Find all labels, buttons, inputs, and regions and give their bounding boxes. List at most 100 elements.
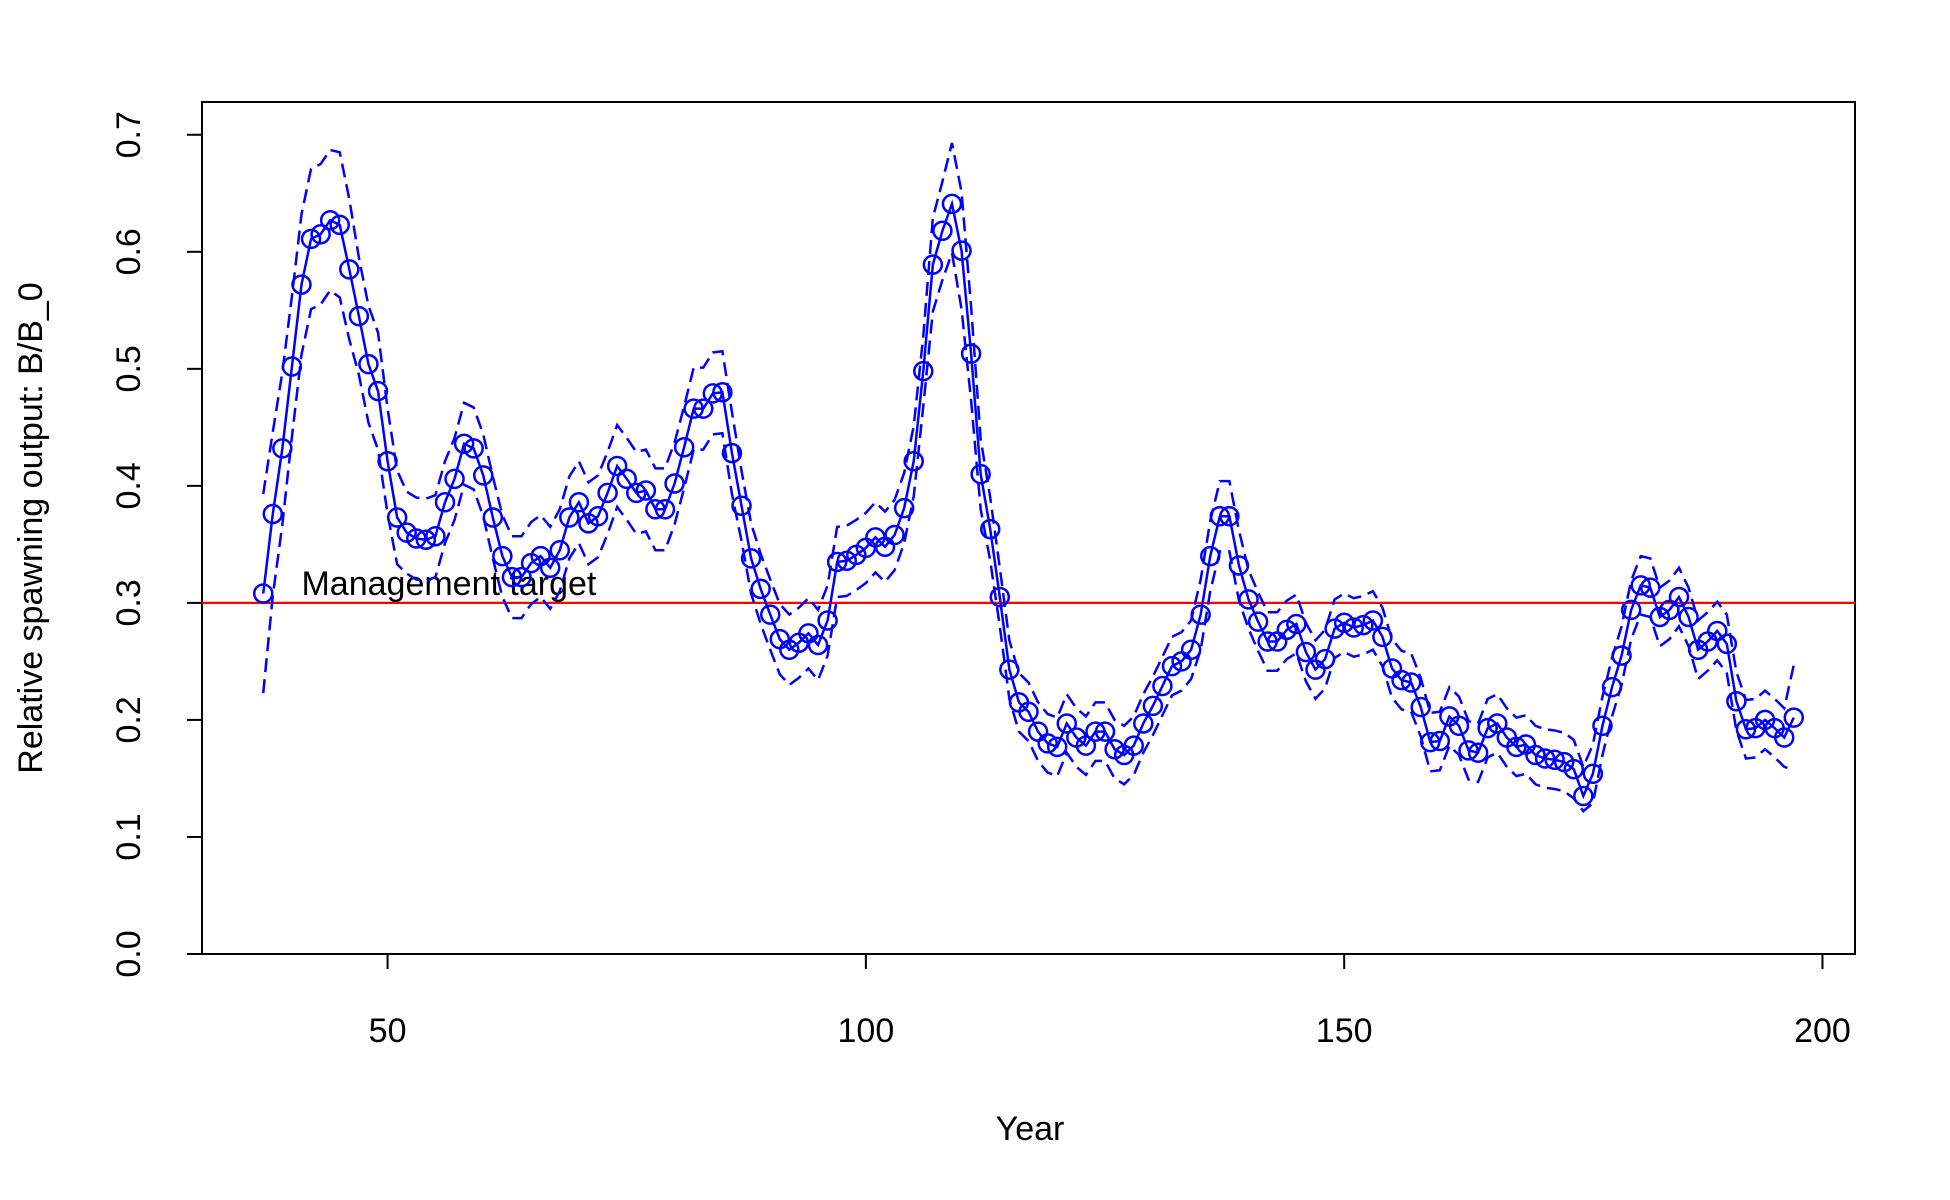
point (970, 463, 991, 485)
point (1582, 763, 1604, 785)
point (252, 583, 274, 604)
reference-label: Management target (301, 565, 596, 603)
point (1362, 610, 1384, 631)
x-tick-label: 100 (838, 1012, 895, 1050)
point (1046, 736, 1068, 758)
y-tick-label: 0.2 (110, 696, 148, 743)
point (310, 223, 331, 245)
x-tick-label: 50 (369, 1012, 407, 1050)
point (472, 465, 494, 486)
point (893, 497, 915, 519)
point (1429, 730, 1451, 752)
point (932, 220, 953, 241)
point (645, 499, 666, 520)
point (559, 507, 580, 528)
x-tick-label: 150 (1316, 1012, 1373, 1050)
point (358, 353, 379, 375)
point (434, 492, 456, 513)
point (1506, 736, 1527, 758)
point (1678, 606, 1699, 628)
point (1620, 599, 1642, 621)
point (979, 518, 1001, 540)
point (482, 507, 504, 528)
point (1448, 715, 1470, 737)
point (1659, 599, 1680, 621)
point (1735, 719, 1757, 740)
point (759, 604, 781, 625)
confidence-line (261, 142, 1795, 771)
point (1534, 748, 1556, 769)
point (1353, 614, 1374, 636)
point (1783, 707, 1805, 728)
point (702, 383, 724, 404)
point (1773, 727, 1795, 748)
y-tick-label: 0.6 (110, 228, 148, 275)
point (1486, 713, 1508, 734)
point (941, 193, 963, 215)
point (951, 240, 972, 261)
point (501, 566, 523, 588)
point (654, 499, 676, 520)
point (1343, 617, 1364, 638)
point (597, 482, 618, 504)
point (807, 634, 829, 656)
point (960, 343, 982, 364)
point (721, 442, 743, 464)
point (1037, 733, 1058, 754)
point (683, 398, 704, 419)
plot-box (201, 101, 1856, 955)
y-tick-label: 0.0 (110, 930, 148, 977)
point (731, 495, 752, 517)
point (635, 480, 657, 501)
point (568, 492, 590, 513)
point (1219, 506, 1240, 527)
point (1716, 633, 1738, 655)
point (750, 578, 771, 600)
y-tick-label: 0.7 (110, 111, 148, 158)
point (319, 209, 341, 231)
point (884, 524, 905, 546)
point (817, 610, 838, 631)
point (1563, 758, 1585, 780)
point (1333, 612, 1355, 634)
point (444, 468, 465, 490)
y-tick-label: 0.3 (110, 579, 148, 626)
point (1123, 735, 1144, 756)
point (511, 566, 532, 588)
point (453, 433, 475, 454)
point (826, 551, 848, 573)
point (626, 482, 647, 504)
point (262, 503, 284, 525)
point (1085, 721, 1106, 742)
point (1094, 721, 1116, 742)
point (1056, 713, 1078, 734)
point (1668, 586, 1690, 608)
confidence-line (261, 248, 1795, 814)
point (1458, 740, 1479, 761)
point (348, 305, 370, 327)
point (903, 451, 924, 472)
y-tick-label: 0.1 (110, 813, 148, 860)
point (673, 436, 695, 458)
point (1133, 713, 1154, 734)
point (1391, 669, 1412, 691)
point (693, 398, 714, 419)
point (616, 468, 637, 490)
point (1075, 735, 1097, 756)
y-tick-label: 0.4 (110, 462, 148, 509)
point (406, 528, 427, 549)
point (1018, 701, 1039, 722)
point (1707, 620, 1728, 642)
point (1544, 749, 1565, 770)
point (1467, 742, 1489, 763)
point (1152, 675, 1173, 697)
point (1525, 744, 1546, 766)
point (606, 455, 628, 477)
y-tick-label: 0.5 (110, 345, 148, 392)
point (664, 473, 685, 494)
point (1400, 672, 1422, 693)
point (1630, 575, 1651, 596)
point (1142, 695, 1164, 717)
point (1295, 641, 1317, 663)
